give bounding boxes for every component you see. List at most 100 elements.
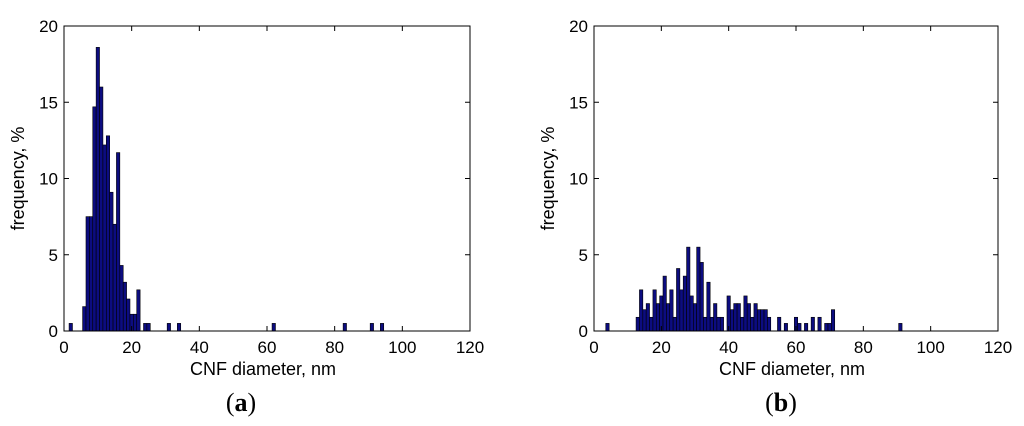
- histogram-bar-a-12: [119, 265, 124, 332]
- histogram-bar-b-45: [810, 316, 815, 332]
- histogram-bar-a-9: [109, 191, 114, 332]
- histogram-bar-b-12: [672, 316, 677, 332]
- histogram-bar-b-33: [746, 303, 751, 332]
- histogram-bar-b-43: [797, 323, 802, 332]
- y-axis-label-b: frequency, %: [538, 127, 558, 231]
- histogram-bar-a-11: [116, 152, 121, 332]
- panel-label-b: b: [773, 388, 789, 417]
- histogram-bar-a-23: [342, 323, 347, 332]
- histogram-bar-b-16: [686, 246, 691, 332]
- histogram-bar-b-20: [699, 262, 704, 332]
- x-axis-label-a: CNF diameter, nm: [190, 359, 336, 379]
- histogram-bar-a-2: [85, 216, 90, 332]
- histogram-bar-b-13: [676, 268, 681, 332]
- histogram-bar-b-41: [783, 323, 788, 332]
- histogram-bar-b-25: [716, 316, 721, 332]
- x-tick-label-b-5: 100: [916, 338, 944, 357]
- histogram-bar-b-50: [898, 323, 903, 332]
- y-tick-label-b-1: 5: [579, 246, 588, 265]
- x-tick-label-b-0: 0: [589, 338, 598, 357]
- histogram-bar-b-37: [760, 309, 765, 332]
- histogram-bar-b-49: [831, 309, 836, 332]
- x-tick-label-b-2: 40: [719, 338, 738, 357]
- histogram-bar-b-21: [703, 316, 708, 332]
- y-tick-label-a-0: 0: [49, 322, 58, 341]
- histogram-bar-b-48: [827, 323, 832, 332]
- histogram-bar-a-25: [380, 323, 385, 332]
- histogram-bar-b-10: [666, 303, 671, 332]
- histogram-bar-b-11: [669, 289, 674, 332]
- chart-panel-a: 0 20 40 60 80 100 120 0 5 10 15 20 CNF diameter, nm f…: [0, 0, 512, 390]
- y-tick-label-b-0: 0: [579, 322, 588, 341]
- histogram-chart-a: 0 20 40 60 80 100 120 0 5 10 15 20 CNF diameter, nm f…: [8, 17, 484, 379]
- histogram-bar-a-8: [105, 135, 110, 332]
- histogram-bar-a-6: [99, 86, 104, 332]
- chart-panel-b: 0 20 40 60 80 100 120 0 5 10 15 20 CNF diameter, nm f…: [512, 0, 1024, 390]
- histogram-bar-a-5: [95, 47, 100, 332]
- histogram-bar-b-19: [696, 246, 701, 332]
- y-tick-label-a-2: 10: [39, 170, 58, 189]
- x-tick-label-b-1: 20: [652, 338, 671, 357]
- histogram-bar-b-6: [652, 289, 657, 332]
- y-tick-label-a-1: 5: [49, 246, 58, 265]
- histogram-bar-b-26: [719, 316, 724, 332]
- y-tick-label-a-4: 20: [39, 17, 58, 36]
- y-tick-label-b-4: 20: [569, 17, 588, 36]
- histogram-bar-a-16: [133, 313, 138, 332]
- x-tick-label-b-6: 120: [984, 338, 1012, 357]
- histogram-bar-b-4: [645, 303, 650, 332]
- histogram-bar-a-19: [146, 323, 151, 332]
- histogram-bar-b-0: [605, 323, 610, 332]
- x-tick-label-b-3: 60: [787, 338, 806, 357]
- histogram-bar-b-18: [693, 303, 697, 332]
- x-tick-label-a-0: 0: [59, 338, 68, 357]
- histogram-bar-b-47: [824, 323, 829, 332]
- histogram-bar-b-3: [642, 309, 647, 332]
- histogram-bar-b-17: [689, 295, 694, 332]
- histogram-bar-b-23: [709, 316, 714, 332]
- histogram-bar-b-44: [804, 323, 809, 332]
- histogram-bar-b-22: [706, 281, 711, 332]
- histogram-bar-b-14: [679, 289, 684, 332]
- histogram-bar-b-39: [767, 316, 772, 332]
- histogram-bar-a-7: [102, 144, 107, 332]
- histogram-bar-b-35: [753, 303, 758, 332]
- histogram-bar-a-24: [369, 323, 374, 332]
- histogram-bar-b-32: [743, 295, 748, 332]
- x-tick-label-a-2: 40: [190, 338, 209, 357]
- histogram-bar-a-18: [143, 323, 148, 332]
- histogram-bar-b-9: [662, 275, 667, 332]
- histogram-bar-a-21: [177, 323, 182, 332]
- histogram-bar-b-1: [635, 316, 640, 332]
- histogram-bar-a-17: [136, 289, 141, 332]
- histogram-bar-a-1: [82, 306, 87, 332]
- histogram-bar-b-34: [750, 316, 755, 332]
- x-tick-label-a-6: 120: [456, 338, 484, 357]
- y-tick-label-a-3: 15: [39, 93, 58, 112]
- histogram-bar-b-5: [649, 316, 654, 332]
- panel-label-a: a: [234, 388, 248, 417]
- x-tick-label-a-4: 80: [325, 338, 344, 357]
- histogram-bar-a-0: [68, 323, 73, 332]
- histogram-bar-b-46: [817, 316, 822, 332]
- x-tick-label-b-4: 80: [854, 338, 873, 357]
- y-axis-label-a: frequency, %: [8, 127, 28, 231]
- histogram-bar-b-27: [726, 295, 731, 332]
- histogram-bar-b-8: [659, 295, 664, 332]
- x-tick-label-a-5: 100: [388, 338, 416, 357]
- histogram-bar-a-22: [271, 323, 276, 332]
- histogram-bar-b-7: [655, 303, 660, 332]
- panel-caption-b: (b): [765, 388, 797, 417]
- histogram-bar-b-29: [733, 303, 738, 332]
- histogram-bar-a-14: [126, 298, 131, 332]
- x-tick-label-a-1: 20: [122, 338, 141, 357]
- histogram-bar-a-3: [89, 216, 94, 332]
- histogram-bar-b-38: [763, 309, 768, 332]
- histogram-chart-b: 0 20 40 60 80 100 120 0 5 10 15 20 CNF diameter, nm f…: [538, 17, 1012, 379]
- histogram-bar-a-4: [92, 106, 97, 332]
- histogram-bar-b-28: [730, 309, 735, 332]
- histogram-bar-b-24: [713, 303, 718, 332]
- x-axis-label-b: CNF diameter, nm: [719, 359, 865, 379]
- histogram-bar-a-20: [166, 323, 171, 332]
- panel-caption-a: (a): [225, 388, 257, 417]
